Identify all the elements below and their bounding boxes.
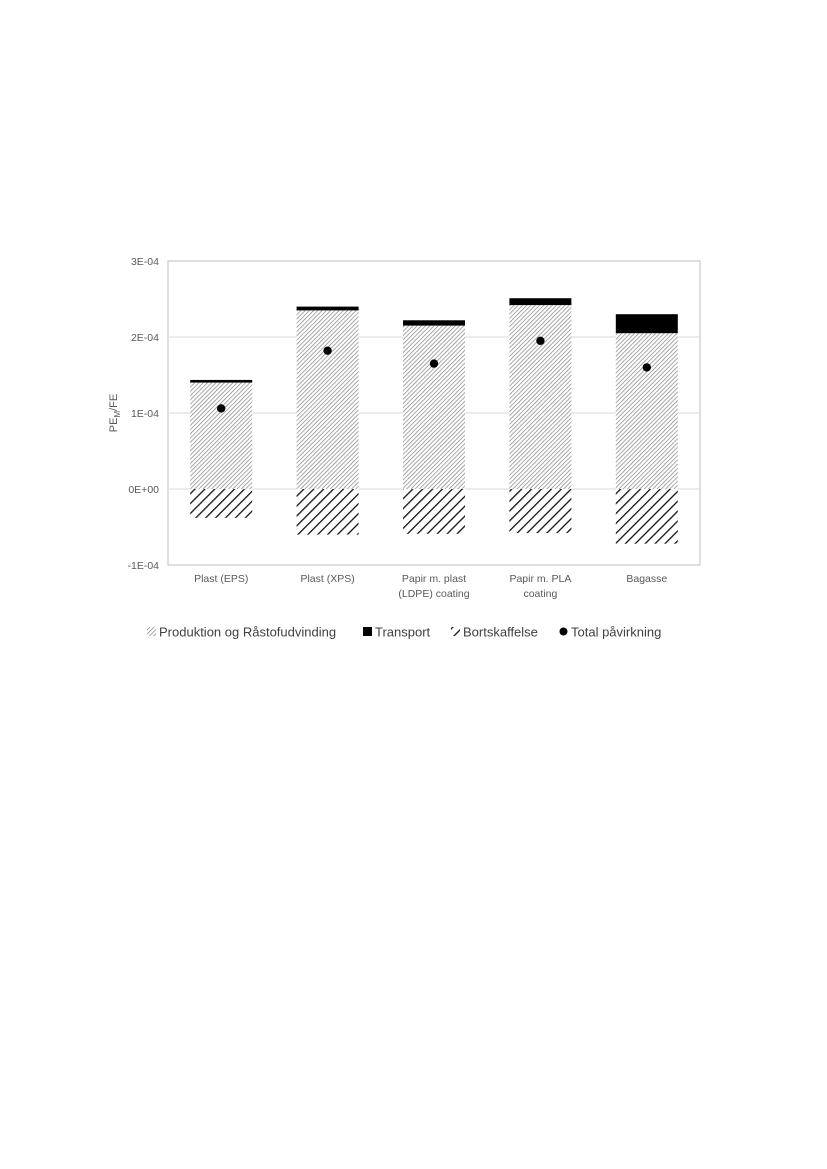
category-label: Papir m. PLA <box>509 573 571 585</box>
bar-transport <box>615 314 678 334</box>
bar-produktion <box>296 310 359 489</box>
y-tick-label: 1E-04 <box>131 408 159 420</box>
legend-swatch <box>363 627 372 636</box>
legend-label: Bortskaffelse <box>463 625 538 640</box>
legend-swatch <box>559 627 568 636</box>
bar-transport <box>296 306 359 311</box>
category-label: (LDPE) coating <box>398 588 469 600</box>
bar-produktion <box>615 333 678 489</box>
bar-transport <box>403 320 465 326</box>
bar-produktion <box>509 305 572 489</box>
legend-label: Total påvirkning <box>571 625 661 640</box>
bar-bortskaffelse <box>190 489 253 518</box>
y-axis-title-rest: /FE <box>108 394 120 411</box>
bar-produktion <box>190 382 253 489</box>
bar-bortskaffelse <box>615 489 678 544</box>
y-tick-label: -1E-04 <box>127 560 159 572</box>
y-axis-title-sub: M <box>113 411 122 418</box>
category-label: Plast (XPS) <box>300 573 354 585</box>
legend-label: Transport <box>375 625 431 640</box>
category-label: Papir m. plast <box>402 573 466 585</box>
legend: Produktion og Råstofudvinding Transport Bo… <box>147 625 661 640</box>
legend-swatch <box>451 627 460 636</box>
legend-label: Produktion og Råstofudvinding <box>159 625 336 640</box>
legend-swatch <box>147 627 156 636</box>
total-marker <box>323 346 332 355</box>
total-markers <box>217 336 651 413</box>
category-labels: Plast (EPS) Plast (XPS) Papir m. plast (LDP… <box>194 573 667 600</box>
y-axis-title-main: PE <box>108 418 120 433</box>
bars <box>190 298 678 544</box>
category-label: Bagasse <box>626 573 667 585</box>
total-marker <box>642 363 651 372</box>
y-tick-label: 2E-04 <box>131 332 159 344</box>
bar-bortskaffelse <box>509 489 572 534</box>
bar-transport <box>190 379 253 383</box>
category-label: Plast (EPS) <box>194 573 248 585</box>
total-marker <box>536 336 545 345</box>
bar-transport <box>509 298 572 306</box>
y-tick-label: 3E-04 <box>131 256 159 268</box>
y-tick-label: 0E+00 <box>128 484 159 496</box>
y-tick-labels: 3E-04 2E-04 1E-04 0E+00 -1E-04 <box>127 256 159 572</box>
total-marker <box>217 404 226 413</box>
bar-bortskaffelse <box>403 489 465 534</box>
bar-bortskaffelse <box>296 489 359 535</box>
y-axis-title: PEM/FE <box>108 394 122 432</box>
total-marker <box>429 359 439 368</box>
category-label: coating <box>523 588 557 600</box>
bar-produktion <box>403 325 465 489</box>
